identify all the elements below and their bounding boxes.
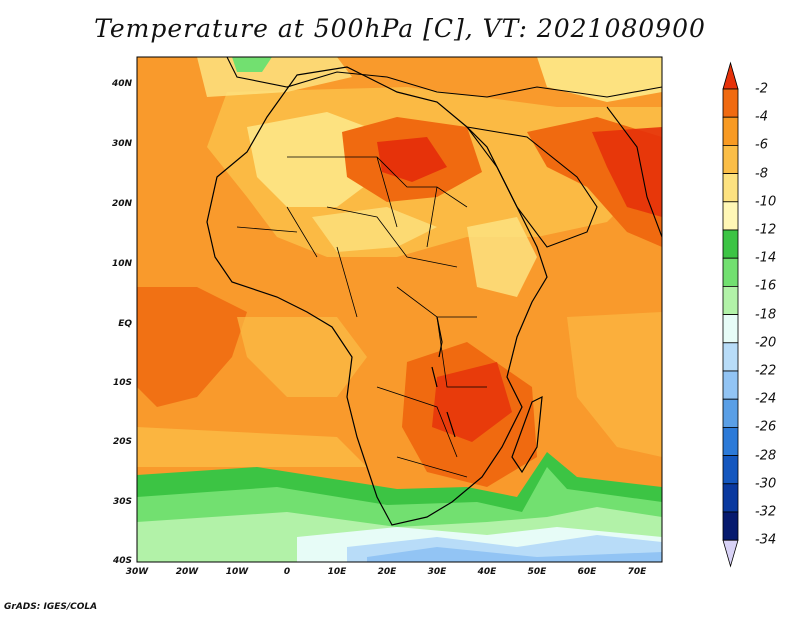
mild-region-indian-ocean [567,312,662,457]
lat-label-20n: 20N [111,199,132,209]
colorbar-label: -24 [755,391,777,407]
colorbar-label: -26 [755,419,777,435]
colorbar-box [722,314,739,344]
lat-label-10s: 10S [112,378,132,388]
cold-patch-north [232,57,272,72]
light-region-northeast [537,57,662,102]
colorbar-label: -10 [755,194,777,210]
lon-label-50e: 50E [527,567,547,577]
credit-text: GrADS: IGES/COLA [4,602,98,612]
lon-label-20e: 20E [377,567,397,577]
colorbar-label: -16 [755,278,777,294]
lon-label-60e: 60E [577,567,597,577]
colorbar-box [722,342,739,372]
lon-label-30w: 30W [125,567,149,577]
colorbar-top-arrow [722,61,739,90]
lon-label-10e: 10E [327,567,347,577]
lat-label-20s: 20S [112,437,132,447]
colorbar-label: -4 [755,109,768,125]
colorbar-box [722,483,739,513]
colorbar-bottom-arrow [722,539,739,568]
mild-region-south-atlantic [137,427,367,467]
madagascar-outline [511,395,543,474]
colorbar-box [722,455,739,485]
lat-label-eq: EQ [118,319,132,329]
colorbar-box [722,257,739,287]
colorbar-label: -18 [755,307,777,323]
colorbar-box [722,370,739,400]
colorbar-label: -20 [755,335,777,351]
country-borders [236,156,487,478]
lat-label-40n: 40N [111,79,132,89]
africa-coastline [206,66,548,526]
colorbar-box [722,229,739,259]
light-region-sahel [312,207,437,252]
lon-label-30e: 30E [427,567,447,577]
colorbar-label: -8 [755,166,768,182]
colorbar-box [722,144,739,174]
lon-label-10w: 10W [225,567,249,577]
colorbar-box [722,285,739,315]
hot-core-iran [592,127,662,217]
colorbar-label: -14 [755,250,777,266]
cold-band-24 [367,547,662,562]
colorbar-label: -32 [755,504,777,520]
lat-label-10n: 10N [111,259,132,269]
colorbar-label: -30 [755,476,777,492]
map-title: Temperature at 500hPa [C], VT: 202108090… [94,14,706,43]
europe-outline [226,57,662,98]
colorbar-box [722,173,739,203]
india-outline [606,106,662,238]
colorbar-box [722,398,739,428]
colorbar-box [722,511,739,541]
lon-label-20w: 20W [175,567,199,577]
colorbar-box [722,116,739,146]
colorbar-label: -34 [755,532,777,548]
lon-label-0: 0 [283,567,291,577]
colorbar-box [722,426,739,456]
lat-label-40s: 40S [112,556,132,566]
colorbar-label: -2 [755,81,768,97]
hot-region-atlantic [137,287,247,407]
colorbar-box [722,201,739,231]
colorbar-label: -12 [755,222,777,238]
map-canvas [137,57,662,562]
lon-label-40e: 40E [477,567,497,577]
colorbar-label: -28 [755,448,777,464]
hot-core-zambia [432,362,512,442]
lat-label-30n: 30N [111,139,132,149]
colorbar-label: -22 [755,363,777,379]
hot-core-libya [377,137,447,182]
colorbar-box [722,88,739,118]
great-lakes [431,316,456,438]
arabia-outline [465,126,598,248]
light-region-east-africa [467,217,537,297]
temperature-map [137,57,662,562]
lat-label-30s: 30S [112,497,132,507]
colorbar-label: -6 [755,137,768,153]
lon-label-70e: 70E [627,567,647,577]
mild-region-gulf-of-guinea [237,317,367,397]
